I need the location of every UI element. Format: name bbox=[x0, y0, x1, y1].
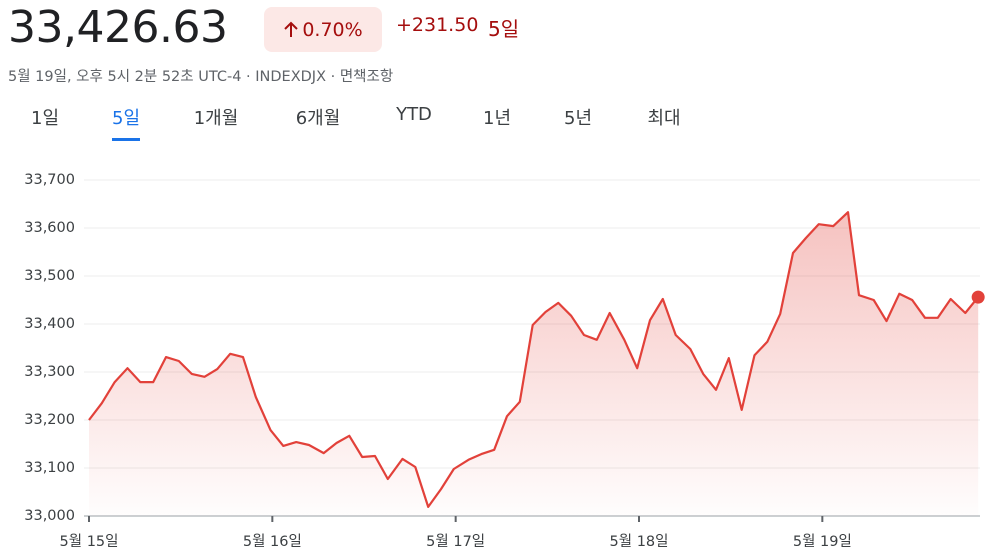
x-tick-label: 5월 16일 bbox=[243, 533, 302, 550]
range-tab[interactable]: 1개월 bbox=[193, 108, 239, 129]
y-tick-label: 33,400 bbox=[24, 316, 75, 332]
range-tab[interactable]: 1년 bbox=[482, 108, 512, 129]
y-tick-label: 33,200 bbox=[24, 412, 75, 428]
price: 33,426.63 bbox=[8, 2, 228, 53]
subtitle: 5월 19일, 오후 5시 2분 52초 UTC-4 · INDEXDJX · … bbox=[8, 69, 394, 85]
y-tick-label: 33,700 bbox=[24, 172, 75, 188]
range-tab[interactable]: 1일 bbox=[30, 108, 60, 129]
y-tick-label: 33,300 bbox=[24, 364, 75, 380]
change-percent: 0.70% bbox=[302, 18, 363, 41]
up-arrow-icon bbox=[284, 21, 299, 37]
range-tab[interactable]: 5일 bbox=[111, 104, 141, 141]
y-tick-label: 33,000 bbox=[24, 508, 75, 524]
range-tab[interactable]: YTD bbox=[396, 104, 432, 125]
change-pill: 0.70% bbox=[264, 7, 382, 52]
last-point bbox=[971, 290, 985, 304]
y-tick-label: 33,600 bbox=[24, 220, 75, 236]
range-tab[interactable]: 5년 bbox=[563, 108, 593, 129]
x-tick-label: 5월 15일 bbox=[60, 533, 119, 550]
range-tab[interactable]: 6개월 bbox=[295, 108, 341, 129]
line-area bbox=[89, 212, 979, 516]
change-value: +231.50 bbox=[396, 14, 479, 36]
x-tick-label: 5월 17일 bbox=[426, 533, 485, 550]
change-period: 5일 bbox=[488, 17, 520, 41]
y-tick-label: 33,500 bbox=[24, 268, 75, 284]
y-tick-label: 33,100 bbox=[24, 460, 75, 476]
range-tab[interactable]: 최대 bbox=[647, 108, 681, 129]
price-line bbox=[88, 211, 980, 508]
x-tick-label: 5월 18일 bbox=[610, 533, 669, 550]
x-tick-label: 5월 19일 bbox=[793, 533, 852, 550]
